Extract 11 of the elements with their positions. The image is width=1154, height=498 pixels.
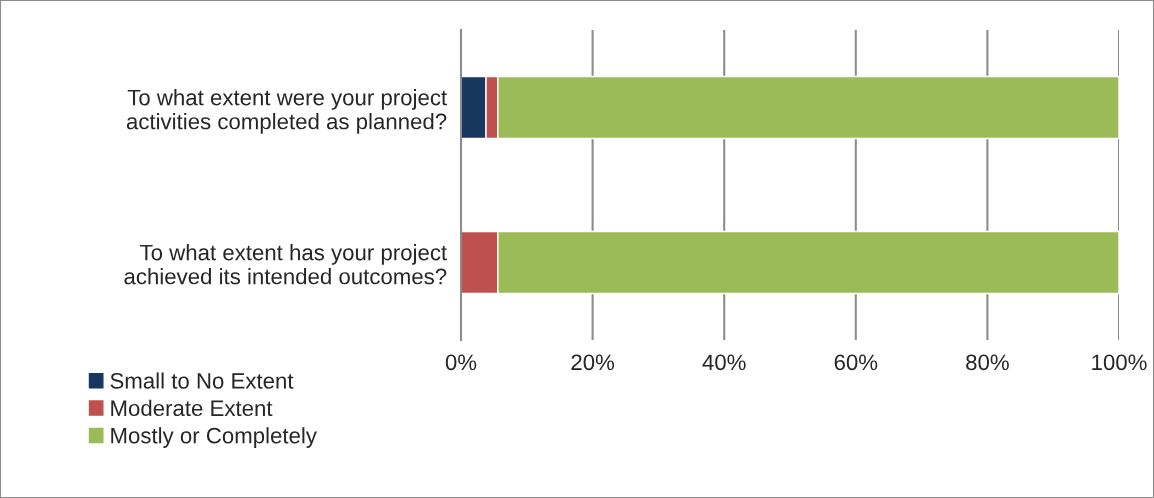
y-tick-label: To what extent has your project achieved its intended outcomes? <box>124 244 447 285</box>
x-tick-label: 40% <box>702 354 746 371</box>
y-tick-label: To what extent were your project activities completed as planned? <box>126 89 447 134</box>
x-tick-label: 0% <box>445 354 477 371</box>
x-tick-label: 80% <box>966 354 1009 371</box>
legend-label: Mostly or Completely <box>111 427 317 448</box>
legend-label: Moderate Extent <box>111 399 273 417</box>
x-tick-label: 100% <box>1092 354 1147 371</box>
x-tick-label: 60% <box>834 354 878 371</box>
legend-label: Small to No Extent <box>110 372 294 389</box>
x-tick-label: 20% <box>571 354 615 371</box>
